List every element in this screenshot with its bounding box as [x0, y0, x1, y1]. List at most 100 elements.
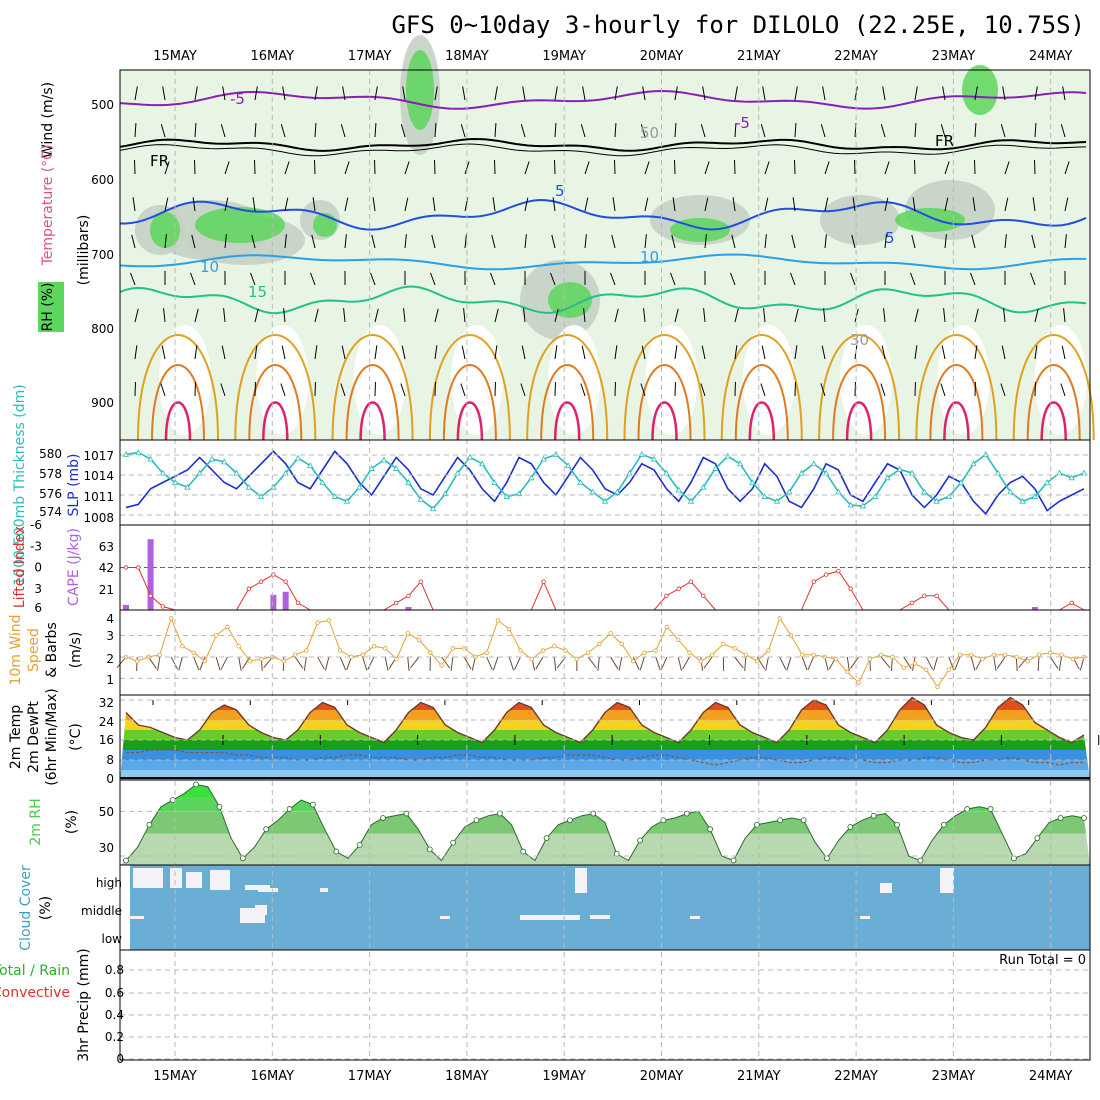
- wind-barb: [940, 124, 946, 138]
- cloud-gap: [520, 915, 580, 920]
- wind-barb: [760, 124, 766, 138]
- wind-barb: [254, 123, 257, 138]
- wind-barb: [1031, 234, 1036, 249]
- wind-barb: [194, 123, 197, 138]
- wind-barb: [974, 345, 978, 360]
- temp-color-band: [120, 730, 1090, 740]
- isotherm-30: [845, 401, 873, 441]
- thickness-line-point: [810, 460, 817, 467]
- wind-barb: [554, 345, 558, 360]
- wind-barb: [461, 345, 466, 360]
- wind-speed-point: [484, 650, 489, 655]
- surface-wind-barb: [471, 656, 476, 671]
- pressure-tick-label: 500: [91, 98, 114, 112]
- wind-axis-label-1: 10m Wind: [8, 614, 24, 685]
- thickness-line-point: [1019, 497, 1026, 504]
- wind-tick-label: 4: [106, 612, 114, 626]
- wind-speed-point: [247, 659, 253, 664]
- wind-barb: [820, 124, 826, 138]
- wind-barb: [672, 197, 676, 212]
- thickness-line-point: [933, 497, 940, 504]
- wind-barb: [583, 308, 586, 323]
- wind-barb: [611, 234, 616, 249]
- wind-barb: [194, 308, 199, 323]
- date-label-bottom: 24MAY: [1029, 1069, 1073, 1084]
- date-label-top: 24MAY: [1029, 49, 1073, 64]
- wind-barb: [822, 86, 826, 101]
- isotherm-minus5: [119, 89, 1087, 110]
- lifted-index-point: [688, 579, 694, 584]
- wind-speed-point: [969, 652, 974, 657]
- wind-barb: [764, 234, 767, 249]
- wind-speed-point: [191, 650, 196, 655]
- rh-point: [239, 855, 246, 862]
- lifted-index-point: [136, 565, 141, 570]
- wind-barb: [674, 308, 679, 323]
- wind-speed-point: [394, 656, 399, 662]
- wind-barb: [343, 308, 346, 323]
- wind-barb: [494, 345, 498, 360]
- surface-wind-barb: [655, 656, 661, 671]
- lifted-index-point: [418, 579, 423, 584]
- rh-point: [730, 857, 737, 864]
- thickness-line-point: [786, 488, 793, 495]
- rh-point: [917, 857, 924, 864]
- wind-speed-point: [664, 624, 670, 630]
- wind-speed-point: [619, 641, 625, 647]
- thickness-line-point: [626, 469, 633, 476]
- wind-barb: [404, 197, 409, 212]
- wind-barb: [580, 383, 586, 397]
- wind-barb: [132, 197, 136, 212]
- isotherm-20: [137, 334, 219, 441]
- thickness-tick-label: 578: [39, 467, 62, 481]
- cloud-gap: [133, 868, 163, 888]
- cape-tick-label: 63: [99, 540, 114, 554]
- surface-wind-barb: [362, 656, 368, 671]
- surface-wind-barb: [384, 656, 389, 671]
- temp-tick-label: 16: [99, 733, 114, 747]
- rh-point: [286, 806, 293, 812]
- surface-wind-barb: [339, 656, 347, 671]
- cape-bar: [1031, 606, 1038, 610]
- wind-barb: [130, 272, 136, 286]
- lifted-index-point: [676, 586, 681, 591]
- slp-axis-label: SLP (mb): [66, 453, 82, 516]
- slp-thickness-panel: [122, 449, 1088, 516]
- thickness-line-point: [221, 458, 228, 465]
- wind-barb: [610, 272, 616, 286]
- cloud-cover-panel: [130, 865, 1090, 950]
- wind-speed-point: [878, 652, 884, 657]
- wind-barb: [763, 308, 766, 323]
- thickness-line-point: [245, 483, 253, 490]
- wind-barb: [644, 234, 647, 249]
- date-label-top: 20MAY: [640, 49, 684, 64]
- li-tick-label: 3: [34, 582, 42, 596]
- isotherm-25: [248, 364, 303, 441]
- wind-barb: [702, 86, 706, 101]
- wind-speed-point: [1047, 650, 1053, 655]
- wind-axis-label-2: Speed: [26, 628, 42, 672]
- isotherm-30: [943, 401, 970, 441]
- wind-barb: [282, 86, 286, 101]
- wind-barb: [911, 234, 916, 249]
- wind-barb: [940, 383, 946, 397]
- slp-tick-label: 1014: [83, 469, 114, 483]
- thickness-line-point: [687, 497, 695, 504]
- wind-barb: [341, 345, 346, 360]
- rh-saturated-region: [548, 282, 592, 318]
- lifted-index-point: [258, 579, 264, 584]
- wind-barb: [1060, 124, 1066, 138]
- wind-barb: [1030, 272, 1036, 286]
- lifted-index-point: [123, 565, 129, 570]
- wind-speed-point: [890, 654, 895, 660]
- rh-point: [380, 815, 386, 821]
- isotherm-20: [526, 334, 609, 441]
- date-label-top: 21MAY: [737, 49, 781, 64]
- wind-barb: [552, 197, 556, 212]
- cloud-gap: [940, 868, 954, 893]
- isotherm-30: [164, 401, 192, 441]
- wind-barb: [580, 124, 586, 138]
- isotherm-20: [623, 334, 706, 441]
- wind-barb: [614, 86, 618, 101]
- wind-barb: [884, 234, 887, 249]
